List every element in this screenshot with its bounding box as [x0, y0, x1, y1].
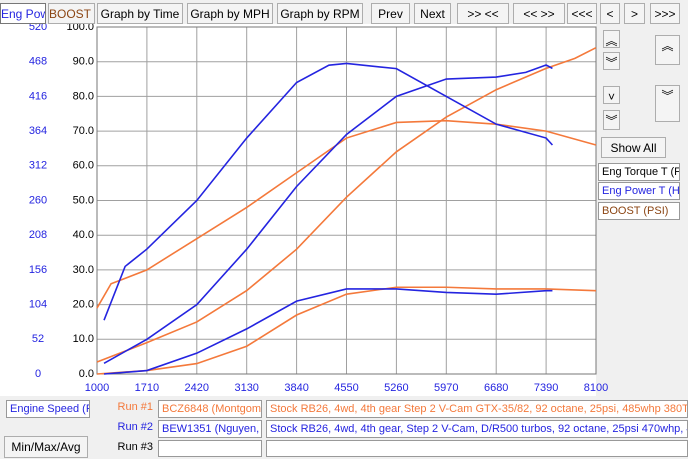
y-tick-label: 208	[29, 229, 47, 241]
run-label: Run #1	[117, 401, 153, 413]
run-label: Run #3	[117, 441, 153, 453]
run-vehicle: BCZ6848 (Montgomer	[158, 400, 262, 418]
x-tick-label: 3130	[234, 382, 258, 394]
icon-button[interactable]: ˅	[603, 86, 620, 104]
series-line	[103, 62, 554, 321]
x-field[interactable]: Engine Speed (R	[6, 400, 90, 418]
toolbar-button[interactable]: >> <<	[457, 3, 509, 24]
y-tick-label: 312	[29, 160, 47, 172]
run-description	[266, 440, 688, 457]
y2-tick-label: 60.0	[73, 160, 94, 172]
run-vehicle: BEW1351 (Nguyen, S	[158, 420, 262, 438]
y2-tick-label: 20.0	[73, 299, 94, 311]
icon-button[interactable]: ︾	[603, 52, 620, 70]
icon-button[interactable]: ︽	[603, 30, 620, 48]
toolbar-button[interactable]: Graph by RPM	[277, 3, 363, 24]
y-tick-label: 364	[29, 125, 47, 137]
toolbar-button[interactable]: >	[624, 3, 645, 24]
toolbar-button[interactable]: Graph by Time	[97, 3, 183, 24]
tab[interactable]: Eng Pow	[0, 3, 46, 24]
toolbar-button[interactable]: Prev	[371, 3, 410, 24]
plot-frame	[96, 26, 597, 375]
x-tick-label: 4550	[334, 382, 358, 394]
series-line	[96, 119, 597, 309]
y2-tick-label: 80.0	[73, 90, 94, 102]
y-tick-label: 260	[29, 194, 47, 206]
tab[interactable]: BOOST (	[48, 3, 95, 24]
toolbar-button[interactable]: >>>	[650, 3, 680, 24]
run-description: Stock RB26, 4wd, 4th gear Step 2 V-Cam G…	[266, 400, 688, 418]
icon-button[interactable]: ︾	[603, 110, 620, 130]
show-all[interactable]: Show All	[601, 137, 666, 158]
x-tick-label: 5970	[434, 382, 458, 394]
legend-entry: Eng Torque T (Ft	[598, 163, 680, 181]
y2-tick-label: 70.0	[73, 125, 94, 137]
y-tick-label: 0	[35, 368, 41, 380]
y2-tick-label: 50.0	[73, 194, 94, 206]
y-tick-label: 416	[29, 90, 47, 102]
y2-tick-label: 40.0	[73, 229, 94, 241]
legend-entry: Eng Power T (HP	[598, 182, 680, 200]
x-tick-label: 3840	[284, 382, 308, 394]
toolbar-button[interactable]: <	[600, 3, 620, 24]
y-tick-label: 52	[32, 333, 44, 345]
series-line	[96, 286, 597, 375]
legend-entry: BOOST (PSI)	[598, 202, 680, 220]
x-tick-label: 6680	[484, 382, 508, 394]
toolbar-button[interactable]: <<<	[567, 3, 597, 24]
toolbar-button[interactable]: Next	[414, 3, 451, 24]
run-label: Run #2	[117, 421, 153, 433]
x-tick-label: 7390	[534, 382, 558, 394]
x-tick-label: 1710	[135, 382, 159, 394]
x-tick-label: 2420	[185, 382, 209, 394]
y2-tick-label: 90.0	[73, 56, 94, 68]
run-description: Stock RB26, 4wd, 4th gear, Step 2 V-Cam,…	[266, 420, 688, 438]
y-tick-label: 468	[29, 56, 47, 68]
icon-button[interactable]: ︽	[655, 35, 680, 65]
y2-tick-label: 10.0	[73, 333, 94, 345]
min-max-button[interactable]: Min/Max/Avg	[4, 436, 88, 458]
series-line	[103, 64, 553, 365]
run-vehicle	[158, 440, 262, 457]
y-tick-label: 156	[29, 264, 47, 276]
toolbar-button[interactable]: << >>	[513, 3, 565, 24]
x-tick-label: 8100	[584, 382, 608, 394]
y2-tick-label: 0.0	[79, 368, 94, 380]
icon-button[interactable]: ︾	[655, 85, 680, 122]
x-tick-label: 1000	[85, 382, 109, 394]
y-tick-label: 104	[29, 299, 47, 311]
series-line	[103, 288, 553, 375]
y2-tick-label: 30.0	[73, 264, 94, 276]
x-tick-label: 5260	[384, 382, 408, 394]
toolbar-button[interactable]: Graph by MPH	[187, 3, 273, 24]
